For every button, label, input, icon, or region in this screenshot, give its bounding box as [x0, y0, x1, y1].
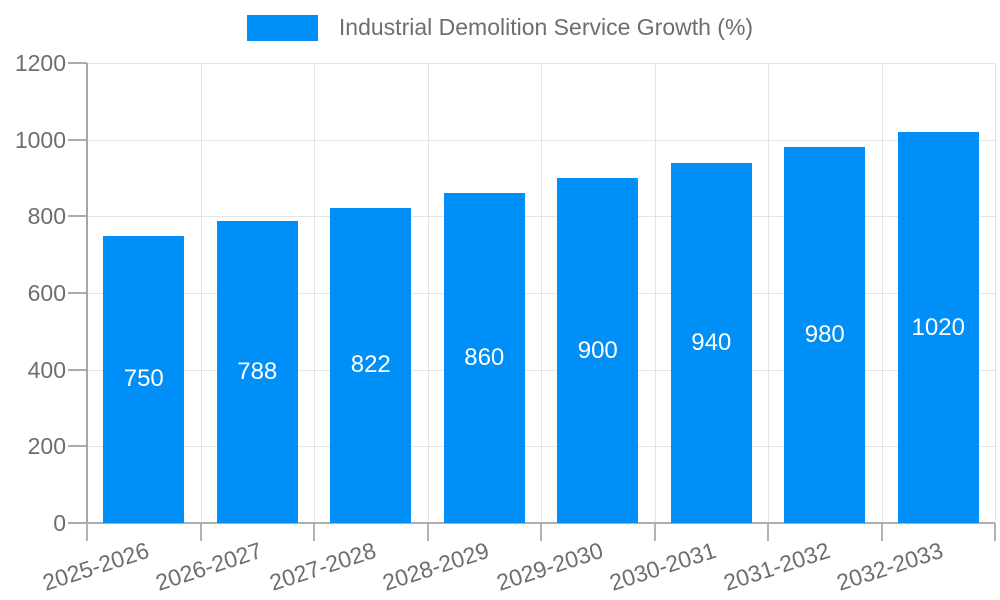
x-axis-label: 2026-2027	[152, 537, 266, 596]
x-gridline	[995, 63, 996, 523]
y-axis-tick	[68, 368, 87, 371]
y-axis-tick	[68, 522, 87, 524]
legend-swatch	[246, 14, 318, 41]
y-axis-tick-label: 200	[27, 433, 66, 460]
x-gridline	[200, 63, 202, 523]
bar[interactable]: 980	[784, 147, 866, 523]
y-axis-tick-label: 1200	[14, 50, 66, 76]
y-axis-tick-label: 1000	[14, 126, 66, 153]
y-axis-tick-label: 600	[27, 280, 66, 306]
x-axis-tick	[86, 523, 88, 541]
bar-value-label: 1020	[911, 313, 965, 341]
y-axis-line	[86, 63, 88, 523]
x-gridline	[654, 63, 656, 523]
y-axis-tick	[68, 292, 87, 294]
x-axis-tick	[540, 523, 542, 541]
x-axis-label: 2030-2031	[606, 537, 720, 596]
bar-value-label: 822	[350, 351, 391, 379]
y-axis-tick-label: 0	[53, 510, 66, 536]
x-axis-tick	[994, 523, 996, 541]
x-axis-line	[87, 522, 995, 524]
x-axis-tick	[767, 523, 769, 541]
legend-label: Industrial Demolition Service Growth (%)	[338, 14, 754, 40]
x-axis-tick	[426, 523, 429, 541]
x-gridline	[314, 63, 315, 523]
bar[interactable]: 900	[557, 178, 639, 523]
x-axis-label: 2032-2033	[833, 537, 947, 596]
x-gridline	[768, 63, 769, 523]
x-axis-label: 2028-2029	[379, 537, 493, 596]
bar[interactable]: 1020	[897, 132, 979, 523]
x-axis-tick	[313, 523, 315, 541]
y-axis-tick	[68, 138, 87, 141]
bar[interactable]: 788	[216, 220, 298, 523]
bar[interactable]: 822	[330, 207, 412, 523]
x-gridline	[881, 63, 883, 523]
legend-item[interactable]: Industrial Demolition Service Growth (%)	[0, 14, 1000, 41]
bar[interactable]: 750	[103, 235, 185, 523]
x-gridline	[541, 63, 542, 523]
bar-value-label: 788	[237, 357, 278, 385]
y-axis-tick	[68, 62, 87, 64]
bar-value-label: 940	[691, 328, 732, 356]
y-axis-tick	[68, 215, 87, 218]
bar[interactable]: 940	[670, 162, 752, 523]
x-gridline	[427, 63, 429, 523]
x-axis-label: 2029-2030	[493, 537, 606, 596]
x-axis-tick	[199, 523, 202, 541]
bar-value-label: 980	[804, 321, 845, 349]
x-axis-label: 2027-2028	[266, 537, 379, 596]
y-axis-tick-label: 400	[27, 356, 66, 383]
bar-value-label: 750	[123, 365, 164, 393]
x-axis-label: 2031-2032	[720, 537, 833, 596]
y-axis-tick-label: 800	[27, 203, 66, 230]
y-axis-tick	[68, 445, 87, 448]
x-axis-tick	[880, 523, 883, 541]
x-axis-label: 2025-2026	[39, 537, 152, 596]
x-axis-tick	[653, 523, 656, 541]
bar[interactable]: 860	[443, 193, 525, 523]
bar-value-label: 900	[577, 336, 618, 364]
bar-value-label: 860	[464, 344, 505, 372]
